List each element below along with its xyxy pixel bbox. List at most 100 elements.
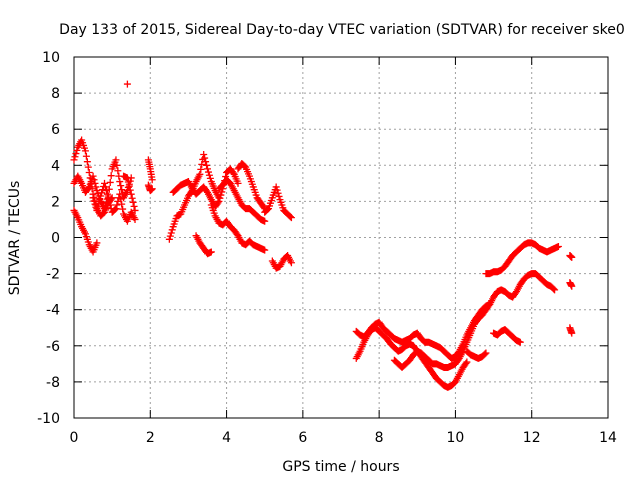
points-layer	[70, 80, 576, 391]
data-point	[89, 172, 97, 180]
data-point	[105, 197, 113, 205]
data-point	[168, 226, 176, 234]
data-point	[103, 190, 111, 198]
data-point	[217, 191, 225, 199]
data-point	[200, 150, 208, 158]
x-axis-label: GPS time / hours	[282, 459, 399, 475]
y-tick-label: 8	[51, 86, 60, 102]
data-point	[70, 156, 78, 164]
x-tick-label: 4	[222, 430, 231, 446]
data-point	[117, 195, 125, 203]
data-point	[93, 206, 101, 214]
data-point	[234, 179, 242, 187]
data-point	[114, 167, 122, 175]
data-point	[272, 183, 280, 191]
data-point	[287, 259, 295, 267]
data-point	[112, 205, 120, 213]
data-point	[202, 158, 210, 166]
y-tick-label: -8	[46, 375, 60, 391]
data-point	[89, 194, 97, 202]
data-point	[148, 176, 156, 184]
data-point	[286, 213, 294, 221]
data-point	[568, 282, 576, 290]
data-point	[82, 152, 90, 160]
data-point	[568, 253, 576, 261]
data-point	[481, 350, 489, 358]
y-tick-label: -6	[46, 339, 60, 355]
data-point	[102, 187, 110, 195]
data-point	[81, 147, 89, 155]
data-point	[125, 182, 133, 190]
data-point	[113, 201, 121, 209]
data-point	[124, 178, 132, 186]
data-point	[214, 199, 222, 207]
y-tick-label: 4	[51, 158, 60, 174]
data-point	[261, 217, 269, 225]
y-tick-label: 2	[51, 194, 60, 210]
data-point	[118, 186, 126, 194]
data-point	[216, 194, 224, 202]
data-point	[94, 203, 102, 211]
chart-title: Day 133 of 2015, Sidereal Day-to-day VTE…	[59, 22, 625, 38]
data-point	[554, 243, 562, 251]
data-point	[111, 206, 119, 214]
data-point	[204, 168, 212, 176]
data-point	[91, 179, 99, 187]
data-point	[104, 194, 112, 202]
data-point	[72, 150, 80, 158]
data-point	[550, 285, 558, 293]
data-point	[148, 185, 156, 193]
data-point	[90, 197, 98, 205]
data-point	[274, 189, 282, 197]
data-point	[165, 235, 173, 243]
data-point	[116, 190, 124, 198]
data-point	[84, 163, 92, 171]
data-point	[516, 338, 524, 346]
data-point	[73, 146, 81, 154]
data-point	[71, 153, 79, 161]
y-tick-label: 10	[42, 50, 60, 66]
data-point	[123, 80, 131, 88]
data-point	[96, 196, 104, 204]
data-point	[106, 201, 114, 209]
data-point	[107, 172, 115, 180]
data-point	[201, 154, 209, 162]
x-tick-label: 14	[599, 430, 617, 446]
data-point	[166, 232, 174, 240]
data-point	[98, 189, 106, 197]
data-point	[83, 158, 91, 166]
data-point	[93, 239, 101, 247]
data-point	[101, 183, 109, 191]
data-point	[101, 179, 109, 187]
data-point	[97, 192, 105, 200]
data-point	[126, 186, 134, 194]
y-tick-label: 6	[51, 122, 60, 138]
data-point	[482, 349, 490, 357]
ticks-layer: 0 2 4 6 8 10 12 14 -10 -8 -6 -4 -2 0 2 4 6 8 10	[37, 50, 617, 446]
grid-layer	[74, 57, 608, 418]
data-point	[273, 186, 281, 194]
y-tick-label: -4	[46, 303, 60, 319]
y-tick-label: -2	[46, 267, 60, 283]
data-point	[84, 184, 92, 192]
data-point	[207, 248, 215, 256]
data-point	[131, 206, 139, 214]
data-point	[275, 192, 283, 200]
data-point	[261, 246, 269, 254]
data-point	[551, 286, 559, 294]
data-point	[131, 215, 139, 223]
data-point	[130, 202, 138, 210]
data-point	[196, 170, 204, 178]
data-point	[113, 161, 121, 169]
data-point	[462, 359, 470, 367]
data-point	[128, 194, 136, 202]
y-axis-label: SDTVAR / TECUs	[7, 181, 23, 296]
data-point	[127, 190, 135, 198]
data-point	[106, 178, 114, 186]
data-point	[101, 205, 109, 213]
data-point	[116, 178, 124, 186]
y-tick-label: -10	[37, 411, 60, 427]
data-point	[463, 358, 471, 366]
data-point	[568, 329, 576, 337]
